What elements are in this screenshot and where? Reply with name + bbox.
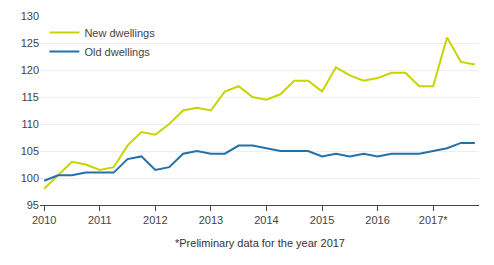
svg-text:2010: 2010 bbox=[32, 214, 56, 226]
svg-text:2017*: 2017* bbox=[419, 214, 448, 226]
svg-text:2011: 2011 bbox=[88, 214, 112, 226]
svg-text:105: 105 bbox=[21, 145, 39, 157]
svg-text:100: 100 bbox=[21, 172, 39, 184]
svg-text:*Preliminary data for the year: *Preliminary data for the year 2017 bbox=[175, 237, 345, 249]
svg-text:110: 110 bbox=[21, 118, 39, 130]
svg-text:95: 95 bbox=[27, 199, 39, 211]
svg-text:130: 130 bbox=[21, 10, 39, 22]
svg-text:2013: 2013 bbox=[199, 214, 223, 226]
svg-text:120: 120 bbox=[21, 64, 39, 76]
svg-text:Old dwellings: Old dwellings bbox=[84, 46, 150, 58]
svg-text:2012: 2012 bbox=[143, 214, 167, 226]
svg-text:2014: 2014 bbox=[254, 214, 278, 226]
svg-text:New dwellings: New dwellings bbox=[84, 27, 155, 39]
svg-text:115: 115 bbox=[21, 91, 39, 103]
svg-text:125: 125 bbox=[21, 37, 39, 49]
svg-text:2015: 2015 bbox=[310, 214, 334, 226]
svg-text:2016: 2016 bbox=[365, 214, 389, 226]
